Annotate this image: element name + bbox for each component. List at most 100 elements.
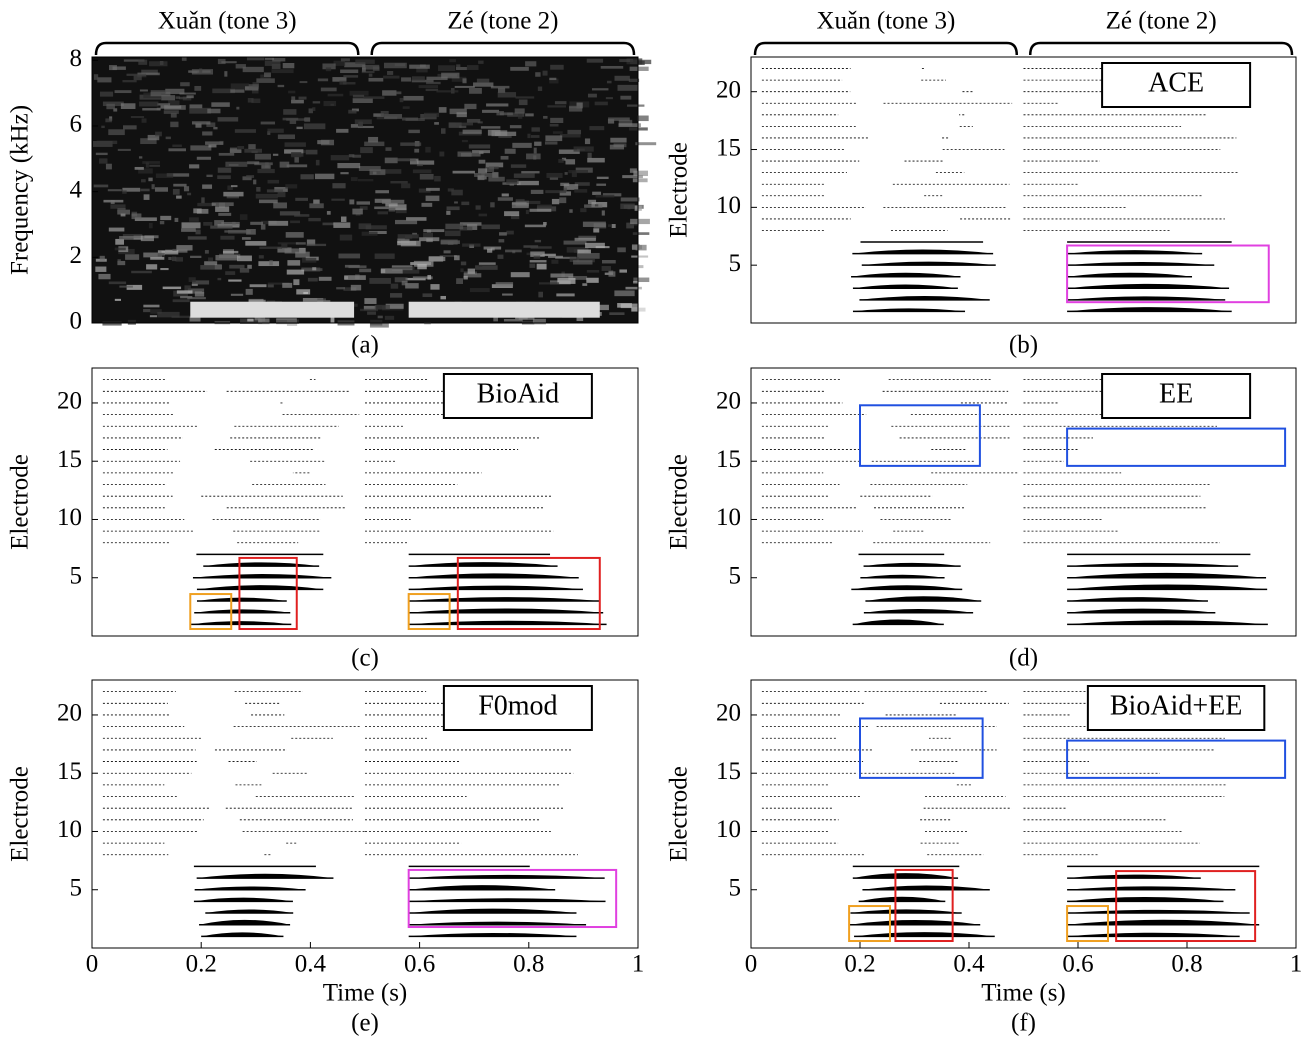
spectrogram-texture xyxy=(305,149,318,155)
spectrogram-texture xyxy=(250,221,263,225)
spectrogram-texture xyxy=(288,90,296,94)
spectrogram-texture xyxy=(462,243,481,247)
spectrogram-texture xyxy=(195,229,201,235)
spectrogram-texture xyxy=(248,144,256,150)
spectrogram-texture xyxy=(155,173,174,178)
spectrogram-texture xyxy=(367,311,376,315)
highlight-box xyxy=(189,593,233,631)
spectrogram-texture xyxy=(567,129,582,135)
spectrogram-texture xyxy=(396,91,402,95)
spectrogram-texture xyxy=(587,157,605,163)
spectrogram-texture xyxy=(299,81,308,84)
spectrogram-texture xyxy=(352,154,362,158)
spectrogram-texture xyxy=(148,222,153,229)
spectrogram-texture xyxy=(138,168,153,174)
spectrogram-texture xyxy=(211,202,234,207)
spectrogram-texture xyxy=(318,276,332,281)
spectrogram-texture xyxy=(193,208,202,214)
spectrogram-texture xyxy=(368,230,387,235)
spectrogram-texture xyxy=(608,117,630,121)
spectrogram-texture xyxy=(246,57,265,61)
spectrogram-texture xyxy=(355,213,361,216)
spectrogram-texture xyxy=(125,254,140,260)
spectrogram-texture xyxy=(119,236,143,240)
spectrogram-texture xyxy=(490,202,495,208)
spectrogram-texture xyxy=(315,159,320,166)
spectrogram-texture xyxy=(419,237,440,242)
spectrogram-texture xyxy=(584,204,603,208)
spectrogram-texture xyxy=(138,59,148,65)
spectrogram-texture xyxy=(363,305,377,311)
plot-frame xyxy=(750,56,1297,324)
spectrogram-texture xyxy=(555,256,577,259)
spectrogram-texture xyxy=(131,270,152,274)
spectrogram-texture xyxy=(98,273,111,280)
spectrogram-texture xyxy=(531,127,540,132)
spectrogram-texture xyxy=(388,207,396,212)
spectrogram-texture xyxy=(592,191,602,196)
spectrogram-texture xyxy=(186,95,194,99)
spectrogram-texture xyxy=(143,252,163,258)
spectrogram-texture xyxy=(574,237,596,242)
spectrogram-texture xyxy=(443,250,451,254)
panel: 5 10 15 20 Electrode (b) ACE Xuǎn (tone 3) Zé (t… xyxy=(666,8,1297,359)
spectrogram-texture xyxy=(323,101,337,107)
spectrogram-texture xyxy=(411,76,425,81)
spectrogram-texture xyxy=(614,290,635,297)
pulse-envelope xyxy=(408,585,583,590)
spectrogram-texture xyxy=(291,152,302,158)
spectrogram-texture xyxy=(481,224,500,230)
spectrogram-texture xyxy=(203,221,213,226)
spectrogram-texture xyxy=(463,273,482,278)
spectrogram-texture xyxy=(577,249,591,254)
spectrogram-texture xyxy=(281,243,288,249)
spectrogram-texture xyxy=(504,148,516,154)
highlight-box xyxy=(407,593,451,631)
highlight-box xyxy=(1115,870,1257,943)
spectrogram-texture xyxy=(246,175,255,178)
spectrogram-texture xyxy=(142,108,161,111)
spectrogram-texture xyxy=(254,153,272,160)
spectrogram-texture xyxy=(251,98,261,104)
spectrogram-texture xyxy=(284,142,306,147)
spectrogram-texture xyxy=(343,75,359,78)
spectrogram-texture xyxy=(563,184,579,190)
spectrogram-texture xyxy=(231,185,238,188)
pulse-envelope xyxy=(408,608,604,613)
spectrogram-texture xyxy=(617,84,639,91)
y-tick-label: 10 xyxy=(716,192,741,219)
spectrogram-texture xyxy=(543,222,547,226)
spectrogram-texture xyxy=(633,277,650,283)
spectrogram-texture xyxy=(418,85,439,89)
spectrogram-texture xyxy=(439,254,457,258)
spectrogram-texture xyxy=(601,266,611,271)
spectrogram-texture xyxy=(256,186,261,192)
spectrogram-texture xyxy=(360,308,379,312)
spectrogram-texture xyxy=(239,268,250,273)
spectrogram-texture xyxy=(414,148,420,153)
spectrogram-texture xyxy=(456,278,464,284)
spectrogram-texture xyxy=(364,141,385,147)
spectrogram-texture xyxy=(224,230,247,233)
pulse-envelope xyxy=(203,562,320,567)
spectrogram-texture xyxy=(349,90,369,96)
spectrogram-texture xyxy=(571,171,577,178)
spectrogram-texture xyxy=(595,194,615,198)
spectrogram-texture xyxy=(236,106,240,110)
spectrogram-texture xyxy=(212,88,235,94)
spectrogram-texture xyxy=(182,96,192,101)
spectrogram-texture xyxy=(400,142,422,146)
spectrogram-texture xyxy=(478,159,486,164)
spectrogram-texture xyxy=(385,147,392,151)
highlight-box xyxy=(859,404,981,467)
spectrogram-texture xyxy=(239,214,248,220)
spectrogram-texture xyxy=(93,184,109,188)
spectrogram-texture xyxy=(637,265,644,269)
spectrogram-texture xyxy=(394,219,418,225)
spectrogram-texture xyxy=(380,110,389,117)
pulse-envelope xyxy=(196,597,287,602)
spectrogram-texture xyxy=(497,254,504,259)
spectrogram-texture xyxy=(425,146,431,153)
highlight-box xyxy=(238,556,298,631)
spectrogram-texture xyxy=(487,129,501,136)
